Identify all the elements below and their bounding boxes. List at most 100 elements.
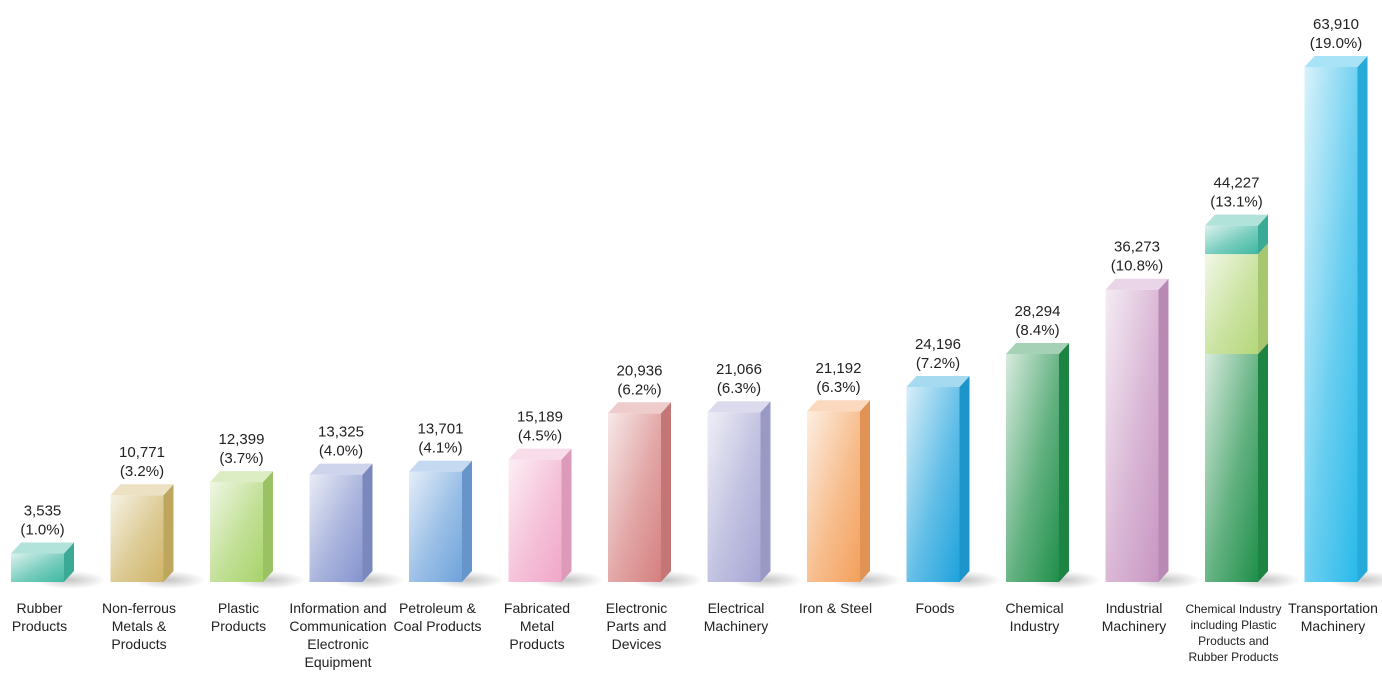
category-label-line: Machinery — [704, 618, 769, 634]
percent-label: (6.3%) — [717, 380, 761, 397]
category-label-line: Iron & Steel — [799, 600, 872, 616]
bar-transportation-machinery — [1304, 56, 1368, 582]
category-label: Electrical Machinery — [704, 600, 769, 634]
value-label: 15,189 — [517, 409, 563, 426]
bar-body — [608, 402, 671, 582]
bar-top — [1105, 278, 1169, 290]
category-label-line: Industrial — [1106, 600, 1163, 616]
category-label: Industrial Machinery — [1102, 600, 1167, 634]
category-labels: Rubber Products Non-ferrous Metals & Product… — [12, 600, 1378, 670]
category-label-line: Information and — [289, 600, 386, 616]
bar-top — [508, 448, 572, 460]
bar-body — [11, 542, 74, 582]
category-label-line: Electronic — [606, 600, 667, 616]
bar-top — [110, 484, 174, 496]
bar-body — [409, 460, 472, 582]
bar-top — [309, 463, 373, 475]
bar-fabricated-metal-products — [508, 448, 572, 582]
bar-chemical-industry — [1006, 343, 1069, 582]
category-label-line: Products — [12, 618, 67, 634]
category-label: Transportation Machinery — [1288, 600, 1378, 634]
category-label-line: Fabricated — [504, 600, 570, 616]
bar-segment — [1205, 214, 1268, 255]
bar-body — [1105, 278, 1169, 582]
value-label: 3,535 — [24, 503, 62, 520]
percent-label: (8.4%) — [1015, 322, 1059, 339]
bar-body — [309, 463, 373, 582]
category-label: Rubber Products — [12, 600, 67, 634]
bar-top — [1304, 56, 1368, 67]
category-label-line: Industry — [1010, 618, 1060, 634]
category-label-line: Foods — [916, 600, 955, 616]
bar-iron-steel — [807, 400, 870, 582]
bar-foods — [906, 376, 970, 582]
category-label: Fabricated Metal Products — [504, 600, 570, 652]
bar-segment — [1205, 343, 1268, 582]
category-label-line: including Plastic — [1190, 618, 1276, 632]
value-label: 13,701 — [418, 421, 464, 438]
bar-body — [807, 400, 870, 582]
bar-electrical-machinery — [707, 401, 771, 582]
bar-plastic-products — [210, 471, 273, 582]
bar-top — [707, 401, 771, 413]
category-label-line: Electrical — [708, 600, 765, 616]
category-label-line: Transportation — [1288, 600, 1378, 616]
percent-label: (4.1%) — [418, 440, 462, 457]
value-label: 36,273 — [1114, 239, 1160, 256]
percent-label: (3.7%) — [219, 450, 263, 467]
category-label-line: Non-ferrous — [102, 600, 176, 616]
category-label: Electronic Parts and Devices — [606, 600, 667, 652]
category-label-line: Parts and — [607, 618, 667, 634]
percent-label: (6.3%) — [816, 379, 860, 396]
bar-chemical-industry-including-plastic-products-and-rubber-products — [1205, 214, 1268, 582]
percent-label: (7.2%) — [916, 355, 960, 372]
category-label: Plastic Products — [211, 600, 266, 634]
value-label: 21,066 — [716, 361, 762, 378]
bar-body — [1006, 343, 1069, 582]
bar-non-ferrous-metals-products — [110, 484, 174, 582]
category-label-line: Coal Products — [394, 618, 482, 634]
bar-segment — [1205, 243, 1268, 355]
bar-body — [1304, 56, 1368, 582]
bar-top — [1006, 343, 1069, 355]
bar-body — [508, 448, 572, 582]
category-label: Foods — [916, 600, 955, 616]
bar-top — [409, 460, 472, 472]
category-label-line: Machinery — [1301, 618, 1366, 634]
bar-top — [11, 542, 74, 554]
category-label-line: Rubber — [17, 600, 63, 616]
value-label: 63,910 — [1313, 16, 1359, 33]
percent-label: (10.8%) — [1111, 258, 1164, 275]
category-label-line: Products — [111, 636, 166, 652]
bars — [11, 56, 1368, 582]
bar-rubber-products — [11, 542, 74, 582]
bar-top — [210, 471, 273, 483]
category-label-line: Products — [509, 636, 564, 652]
category-label-line: Products — [211, 618, 266, 634]
bar-top — [608, 402, 671, 414]
bar-information-and-communication-electronic-equipment — [309, 463, 373, 582]
value-label: 21,192 — [816, 360, 862, 377]
value-label: 10,771 — [119, 444, 165, 461]
category-label: Chemical Industry — [1005, 600, 1063, 634]
category-label-line: Products and — [1198, 634, 1269, 648]
category-label-line: Communication — [289, 618, 386, 634]
percent-label: (6.2%) — [617, 381, 661, 398]
category-label: Iron & Steel — [799, 600, 872, 616]
category-label: Petroleum & Coal Products — [394, 600, 482, 634]
category-label-line: Petroleum & — [399, 600, 477, 616]
category-label-line: Machinery — [1102, 618, 1167, 634]
category-label-line: Chemical Industry — [1185, 602, 1281, 616]
value-label: 12,399 — [219, 431, 265, 448]
bar-electronic-parts-and-devices — [608, 402, 671, 582]
bar-body — [906, 376, 970, 582]
bar-top — [1205, 214, 1268, 226]
category-label-line: Plastic — [218, 600, 259, 616]
bar-body — [707, 401, 771, 582]
category-label-line: Rubber Products — [1188, 650, 1278, 664]
percent-label: (4.0%) — [319, 443, 363, 460]
percent-label: (19.0%) — [1310, 35, 1363, 52]
value-label: 28,294 — [1015, 303, 1061, 320]
category-label-line: Chemical — [1005, 600, 1063, 616]
